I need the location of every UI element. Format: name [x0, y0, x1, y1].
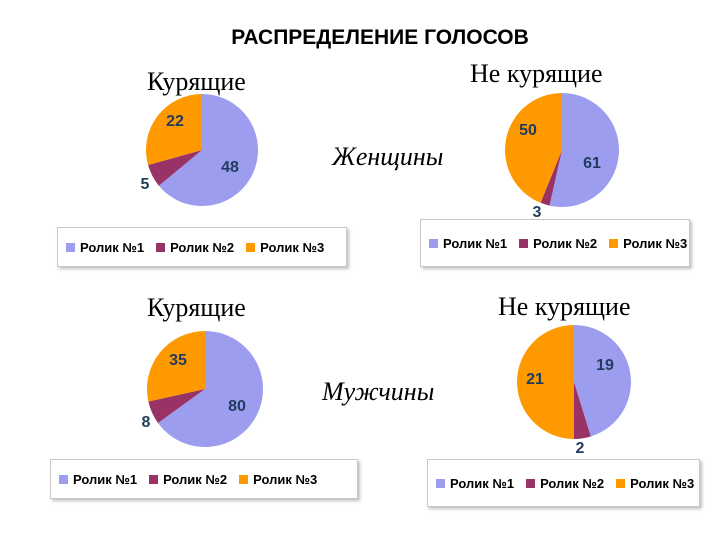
pie-2-slice-1: [549, 93, 619, 207]
legend-label: Ролик №3: [253, 471, 318, 487]
legend-4-item-1: Ролик №1: [436, 476, 514, 491]
pie-3-data-label-2: 8: [142, 414, 151, 431]
legend-swatch: [149, 474, 159, 484]
chart-title-4: Не курящие: [498, 292, 631, 321]
legend-label: Ролик №1: [450, 475, 515, 491]
legend-swatch: [609, 238, 619, 248]
legend-swatch: [429, 238, 438, 248]
chart-title-1: Курящие: [147, 67, 246, 96]
group-label-men: Мужчины: [322, 377, 435, 406]
pie-1-data-label-1: 48: [221, 159, 239, 176]
pie-4-data-label-3: 21: [526, 371, 544, 388]
pie-3-slice-3: [147, 331, 205, 402]
legend-label: Ролик №2: [163, 471, 228, 487]
legend-swatch: [59, 474, 68, 484]
legend-label: Ролик №2: [170, 239, 235, 255]
legend-1: Ролик №1 Ролик №2 Ролик №3: [57, 227, 347, 267]
chart-title-3: Курящие: [147, 293, 246, 322]
legend-2-item-1: Ролик №1: [429, 236, 507, 251]
legend-4: Ролик №1 Ролик №2 Ролик №3: [427, 459, 700, 507]
pie-2-data-label-1: 61: [583, 155, 601, 172]
legend-2-item-2: Ролик №2: [519, 236, 597, 251]
legend-3-item-3: Ролик №3: [239, 472, 317, 487]
legend-3: Ролик №1 Ролик №2 Ролик №3: [50, 459, 358, 499]
pie-2-slice-2: [540, 150, 562, 206]
pie-2-slice-3: [505, 93, 562, 203]
legend-swatch: [246, 242, 256, 252]
pie-1-data-label-3: 22: [166, 113, 184, 130]
legend-4-item-2: Ролик №2: [526, 476, 604, 491]
legend-3-item-1: Ролик №1: [59, 472, 137, 487]
legend-label: Ролик №3: [260, 239, 325, 255]
page-title: РАСПРЕДЕЛЕНИЕ ГОЛОСОВ: [231, 26, 529, 49]
pie-1-slice-1: [158, 94, 258, 207]
legend-4-item-3: Ролик №3: [616, 476, 694, 491]
pie-4-data-label-2: 2: [576, 440, 585, 457]
pie-3-slice-2: [148, 389, 205, 423]
legend-label: Ролик №1: [443, 235, 508, 251]
legend-1-item-3: Ролик №3: [246, 240, 324, 255]
pie-3-data-label-3: 35: [169, 352, 187, 369]
group-label-women: Женщины: [332, 142, 444, 171]
pie-3-data-label-1: 80: [228, 398, 246, 415]
legend-label: Ролик №2: [540, 475, 605, 491]
legend-swatch: [616, 478, 626, 488]
pie-4-slice-2: [574, 382, 591, 439]
legend-label: Ролик №1: [73, 471, 138, 487]
pie-1-slice-3: [145, 94, 202, 166]
legend-swatch: [156, 242, 166, 252]
pie-1-slice-2: [148, 150, 202, 186]
pie-2-data-label-2: 3: [533, 204, 542, 221]
legend-swatch: [436, 478, 445, 488]
pie-2-data-label-3: 50: [519, 122, 537, 139]
legend-swatch: [526, 478, 536, 488]
legend-label: Ролик №2: [533, 235, 598, 251]
pie-4-slice-1: [574, 325, 631, 437]
legend-swatch: [66, 242, 75, 252]
pie-4-slice-3: [517, 325, 574, 439]
legend-2: Ролик №1 Ролик №2 Ролик №3: [420, 219, 690, 267]
legend-label: Ролик №1: [80, 239, 145, 255]
legend-swatch: [519, 238, 529, 248]
legend-1-item-2: Ролик №2: [156, 240, 234, 255]
legend-label: Ролик №3: [623, 235, 688, 251]
legend-3-item-2: Ролик №2: [149, 472, 227, 487]
pie-4-data-label-1: 19: [596, 357, 614, 374]
chart-title-2: Не курящие: [470, 59, 603, 88]
pie-3-slice-1: [157, 331, 263, 447]
legend-2-item-3: Ролик №3: [609, 236, 687, 251]
legend-label: Ролик №3: [630, 475, 695, 491]
legend-1-item-1: Ролик №1: [66, 240, 144, 255]
pie-1-data-label-2: 5: [141, 176, 150, 193]
legend-swatch: [239, 474, 249, 484]
